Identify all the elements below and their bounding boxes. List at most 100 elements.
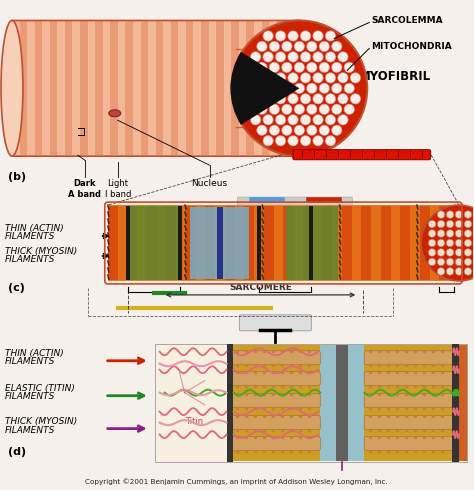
Ellipse shape [1,21,23,156]
Circle shape [350,94,361,104]
Bar [108,206,118,280]
FancyBboxPatch shape [364,393,453,408]
Bar [186,206,196,280]
Text: SARCOMERE: SARCOMERE [229,283,292,292]
Circle shape [257,83,267,94]
Bar [50,22,57,155]
Circle shape [344,62,355,73]
Text: THICK (MYOSIN): THICK (MYOSIN) [5,247,77,256]
Circle shape [455,230,463,237]
Circle shape [307,62,317,73]
Bar [215,206,225,280]
Circle shape [301,136,311,146]
Circle shape [257,125,267,135]
Bar [303,206,313,280]
Circle shape [455,211,463,219]
Bar [231,22,239,155]
Bar [239,22,246,155]
Circle shape [263,115,273,125]
Circle shape [332,125,342,135]
Bar [227,344,234,462]
Circle shape [307,125,317,135]
Text: FILAMENTS: FILAMENTS [5,392,55,401]
Circle shape [263,31,273,41]
Bar [65,22,73,155]
Circle shape [319,62,329,73]
Bar [205,206,215,280]
Bar [163,22,171,155]
Circle shape [282,41,292,51]
Text: FILAMENTS: FILAMENTS [5,426,55,435]
Bar [352,206,362,280]
Circle shape [244,83,255,94]
Bar [449,206,459,280]
Circle shape [275,52,286,62]
Bar [57,22,65,155]
Circle shape [269,62,280,73]
FancyBboxPatch shape [231,393,320,408]
Circle shape [428,258,436,266]
Text: ELASTIC (TITIN): ELASTIC (TITIN) [5,384,75,393]
Bar [420,206,430,280]
Bar [178,206,182,280]
Circle shape [446,220,454,228]
Circle shape [313,52,323,62]
Bar [140,22,148,155]
Circle shape [301,31,311,41]
Circle shape [473,211,474,219]
Bar [264,206,273,280]
Bar [262,22,269,155]
Circle shape [275,136,286,146]
FancyBboxPatch shape [231,372,320,386]
Text: THICK (MYOSIN): THICK (MYOSIN) [5,417,77,426]
Circle shape [421,205,474,281]
Bar [156,206,166,280]
Text: SARCOLEMMA: SARCOLEMMA [371,16,443,25]
Circle shape [332,104,342,115]
Circle shape [269,104,280,115]
Bar [118,206,128,280]
FancyBboxPatch shape [364,416,453,430]
Bar [313,206,322,280]
Bar [391,206,401,280]
Circle shape [325,73,336,83]
Text: Nucleus: Nucleus [191,179,228,188]
Bar [12,21,300,156]
Circle shape [250,52,261,62]
Bar [364,345,453,461]
Text: Dark
A band: Dark A band [68,179,101,198]
Bar [12,22,19,155]
Bar [439,206,449,280]
Circle shape [288,94,298,104]
Bar [186,22,193,155]
Circle shape [325,136,336,146]
Circle shape [464,258,472,266]
FancyBboxPatch shape [237,197,352,207]
FancyBboxPatch shape [364,351,453,365]
Circle shape [338,73,348,83]
Bar [310,206,313,280]
Bar [269,22,277,155]
Bar [452,344,459,462]
Circle shape [263,136,273,146]
Circle shape [332,62,342,73]
Bar [108,205,459,281]
Bar [224,22,231,155]
Bar [133,22,140,155]
Circle shape [269,125,280,135]
Circle shape [437,239,445,247]
Bar [178,22,186,155]
Bar [110,22,118,155]
Circle shape [455,268,463,275]
Bar [147,206,156,280]
Circle shape [313,115,323,125]
Bar [273,206,283,280]
Circle shape [473,258,474,266]
Bar [235,206,245,280]
Bar [73,22,80,155]
Circle shape [446,239,454,247]
Bar [336,345,348,461]
Circle shape [307,104,317,115]
Text: FILAMENTS: FILAMENTS [5,255,55,265]
Circle shape [269,83,280,94]
